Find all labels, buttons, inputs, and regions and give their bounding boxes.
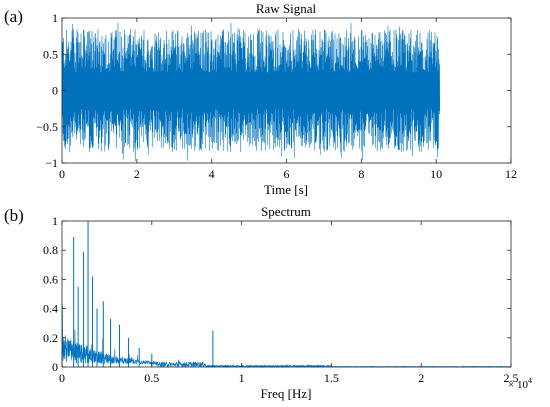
panel-a-title: Raw Signal [256,1,317,16]
panel-b-ytick-label: 1 [52,214,58,228]
panel-b-ytick-label: 0.2 [43,331,58,345]
panel-a-xtick-label: 8 [358,167,364,181]
panel-a-xtick-label: 2 [134,167,140,181]
panel-a-ytick-label: 1 [52,11,58,25]
panel-b-xtick-label: 2 [418,371,424,385]
panel-b-ytick-label: 0.8 [43,243,58,257]
panel-b-xtick-label: 0.5 [144,371,159,385]
panel-a-xtick-label: 10 [430,167,442,181]
panel-a-xtick-label: 12 [505,167,517,181]
panel-b-xtick-label: 2.5 [504,371,519,385]
panel-b-title: Spectrum [261,204,311,219]
panel-b-frame [61,220,512,368]
panel-a-xlabel: Time [s] [264,182,308,197]
panel-a-ytick-label: −0.5 [36,120,58,134]
panel-b-axes: 0 0.5 1 1.5 2 2.5 0 0.2 0.4 0.6 0.8 1 [43,214,519,385]
panel-a-ytick-label: 0.5 [43,47,58,61]
panel-b-xlabel: Freq [Hz] [261,386,312,401]
panel-a-ytick-label: 0 [52,84,58,98]
panel-b-ytick-label: 0.4 [43,302,58,316]
panel-a-xtick-label: 4 [209,167,215,181]
panel-b-x-multiplier: × 104 [508,376,532,391]
panel-b-xtick-label: 0 [59,371,65,385]
panel-a-xtick-label: 6 [284,167,290,181]
panel-b-ytick-label: 0 [52,360,58,374]
panel-b-xtick-label: 1 [239,371,245,385]
panel-b-label: (b) [4,206,24,225]
panel-a-ytick-label: −1 [45,156,58,170]
spectrum-series [61,221,512,369]
raw-signal-line [61,22,441,162]
panel-b: (b) Spectrum 0 0.5 1 1.5 2 2.500.20.40.60.81 … [4,204,532,401]
spectrum-line [61,304,512,369]
panel-b-xtick-label: 1.5 [324,371,339,385]
panel-a-axes: 0 2 4 6 8 10 12 −1 −0.5 0 0.5 1 [36,11,517,181]
panel-b-ytick-label: 0.6 [43,272,58,286]
raw-signal-series [61,22,441,162]
panel-a: (a) Raw Signal 0 2 4 6 8 10 12 −1 −0.5 0 0.5 1 Time… [4,1,517,197]
panel-a-label: (a) [4,7,23,26]
panel-a-xtick-label: 0 [59,167,65,181]
panel-b-x-multiplier-exponent: 4 [528,376,532,385]
